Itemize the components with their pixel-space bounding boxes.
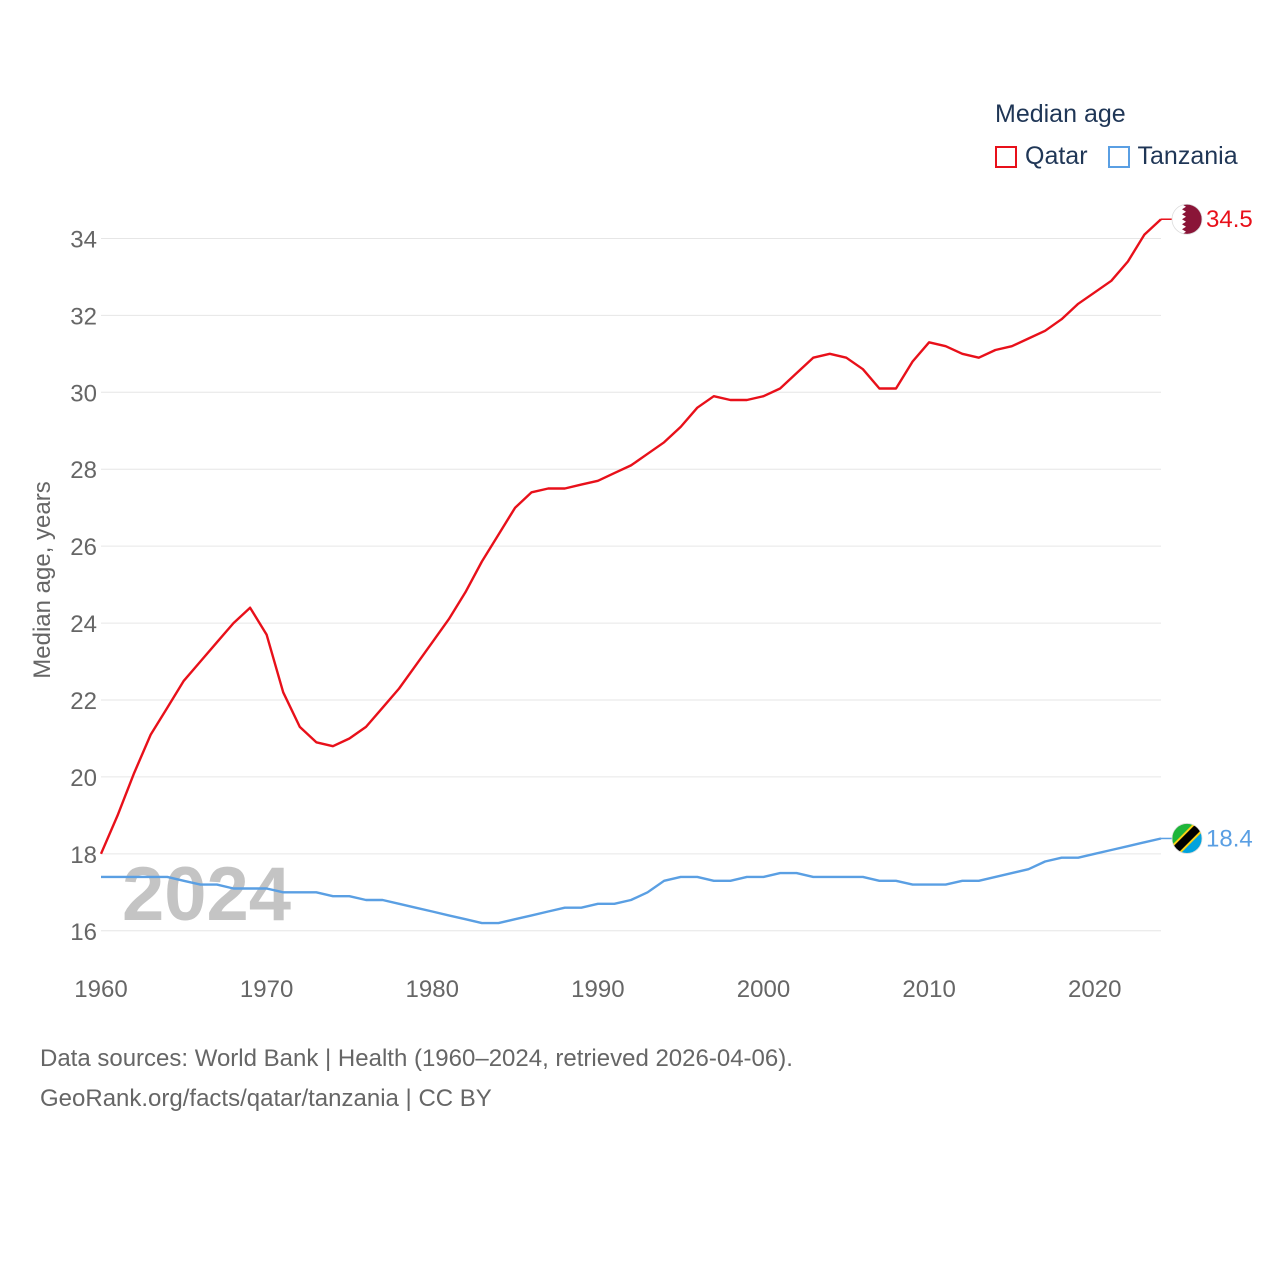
- x-tick-label: 1960: [74, 976, 127, 1003]
- legend-title: Median age: [995, 100, 1126, 128]
- year-watermark: 2024: [122, 852, 291, 937]
- x-tick-label: 1970: [240, 976, 293, 1003]
- x-tick-label: 1990: [571, 976, 624, 1003]
- x-tick-label: 2010: [902, 976, 955, 1003]
- legend-item-qatar[interactable]: Qatar: [995, 142, 1088, 171]
- y-tick-label: 26: [70, 534, 97, 561]
- y-tick-label: 34: [70, 226, 97, 253]
- legend-label-tanzania: Tanzania: [1137, 142, 1238, 170]
- x-axis-ticks: 1960 1970 1980 1990 2000 2010 2020: [74, 976, 1121, 1003]
- gridlines: [101, 237, 1161, 932]
- data-source-note: Data sources: World Bank | Health (1960–…: [40, 1045, 793, 1072]
- x-tick-label: 2020: [1068, 976, 1121, 1003]
- series-lines: [99, 218, 1162, 925]
- y-tick-label: 22: [70, 688, 97, 715]
- x-tick-label: 1980: [406, 976, 459, 1003]
- series-end-markers: 34.5 18.4: [1161, 203, 1253, 854]
- y-tick-label: 28: [70, 457, 97, 484]
- end-value-label-qatar: 34.5: [1206, 206, 1253, 233]
- y-axis-label: Median age, years: [29, 481, 56, 678]
- series-line-qatar[interactable]: [99, 218, 1162, 855]
- y-tick-label: 30: [70, 380, 97, 407]
- series-line-tanzania[interactable]: [101, 837, 1162, 925]
- y-tick-label: 20: [70, 765, 97, 792]
- legend-swatch-tanzania: [1107, 145, 1130, 168]
- y-tick-label: 16: [70, 919, 97, 946]
- x-tick-label: 2000: [737, 976, 790, 1003]
- flag-icon-qatar: [1171, 203, 1203, 235]
- attribution-link[interactable]: GeoRank.org/facts/qatar/tanzania | CC BY: [40, 1085, 492, 1112]
- legend-swatch-qatar: [995, 145, 1017, 168]
- legend-label-qatar: Qatar: [1025, 142, 1088, 170]
- y-tick-label: 24: [70, 611, 97, 638]
- y-axis-ticks: 16 18 20 22 24 26 28 30 32 34: [70, 226, 97, 945]
- y-tick-label: 18: [70, 842, 97, 869]
- y-tick-label: 32: [70, 303, 97, 330]
- flag-icon-tanzania: [1171, 823, 1203, 854]
- legend: Qatar Tanzania: [995, 142, 1258, 171]
- legend-item-tanzania[interactable]: Tanzania: [1107, 142, 1238, 171]
- end-value-label-tanzania: 18.4: [1206, 825, 1253, 852]
